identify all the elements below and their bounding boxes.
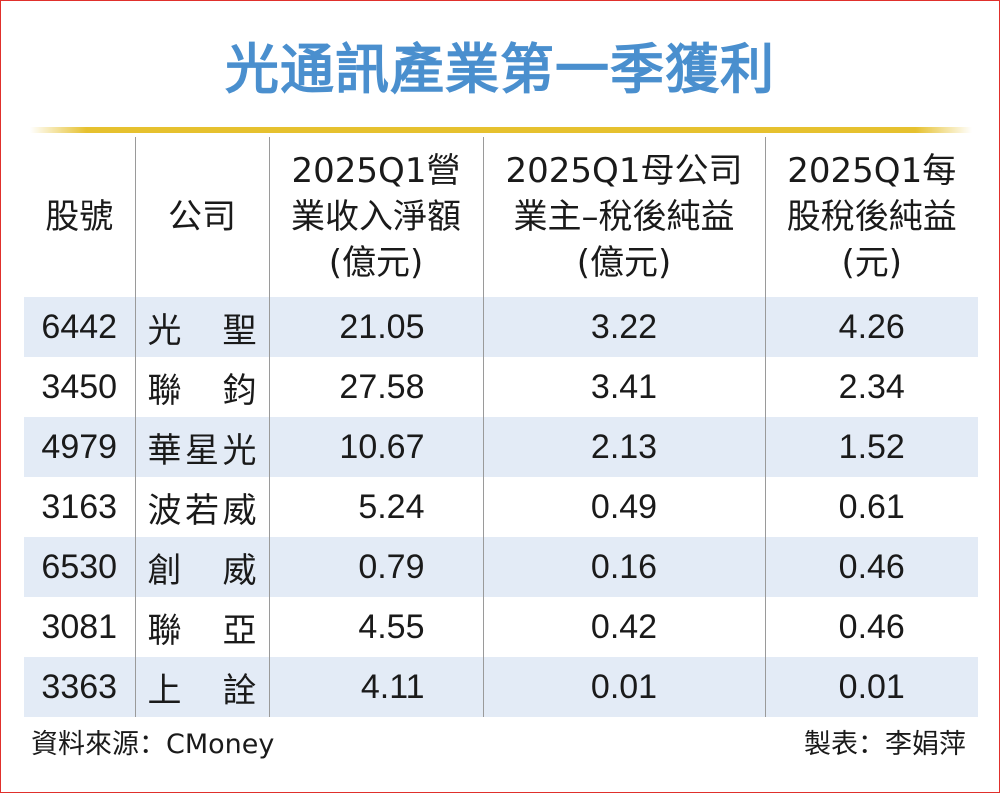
header-eps-line-3: (元) [841,243,903,283]
cell-eps: 0.46 [764,597,978,657]
cell-net-income: 3.41 [482,357,765,417]
header-eps: 2025Q1每 股稅後純益 (元) [764,137,978,297]
header-code: 股號 [45,197,114,237]
cell-code: 6530 [24,537,135,597]
table-row: 6442 光 聖 21.05 3.22 4.26 [24,297,978,357]
cell-code: 3450 [24,357,135,417]
cell-company: 聯 亞 [134,597,269,657]
cell-revenue: 0.79 [268,537,483,597]
header-eps-line-1: 2025Q1每 [787,151,957,191]
cell-revenue: 21.05 [268,297,483,357]
header-revenue: 2025Q1營 業收入淨額 (億元) [268,137,483,297]
cell-company: 波若威 [134,477,269,537]
cell-net-income: 0.42 [482,597,765,657]
cell-net-income: 0.49 [482,477,765,537]
header-revenue-line-1: 2025Q1營 [291,151,461,191]
source-note: 資料來源：CMoney [31,729,275,760]
cell-eps: 0.01 [764,657,978,717]
cell-revenue: 4.55 [268,597,483,657]
cell-code: 3363 [24,657,135,717]
cell-eps: 4.26 [764,297,978,357]
table-row: 6530 創 威 0.79 0.16 0.46 [24,537,978,597]
header-net-income: 2025Q1母公司 業主–稅後純益 (億元) [482,137,765,297]
cell-eps: 2.34 [764,357,978,417]
page-title: 光通訊產業第一季獲利 [225,38,775,101]
table-row: 4979 華星光 10.67 2.13 1.52 [24,417,978,477]
table-row: 3363 上 詮 4.11 0.01 0.01 [24,657,978,717]
cell-company: 創 威 [134,537,269,597]
table-row: 3081 聯 亞 4.55 0.42 0.46 [24,597,978,657]
cell-net-income: 3.22 [482,297,765,357]
header-net-income-line-1: 2025Q1母公司 [505,151,743,191]
header-net-income-line-2: 業主–稅後純益 [513,197,735,237]
earnings-table: 股號 公司 2025Q1營 業收入淨額 (億元) 2025Q1母公司 業主–稅後… [24,137,978,717]
cell-code: 3081 [24,597,135,657]
cell-company: 上 詮 [134,657,269,717]
cell-net-income: 0.16 [482,537,765,597]
header-company: 公司 [134,137,269,297]
cell-net-income: 0.01 [482,657,765,717]
cell-revenue: 4.11 [268,657,483,717]
cell-net-income: 2.13 [482,417,765,477]
cell-eps: 0.46 [764,537,978,597]
cell-revenue: 5.24 [268,477,483,537]
cell-company: 聯 鈞 [134,357,269,417]
cell-code: 4979 [24,417,135,477]
cell-code: 3163 [24,477,135,537]
cell-eps: 1.52 [764,417,978,477]
cell-revenue: 10.67 [268,417,483,477]
author-note: 製表：李娟萍 [804,729,966,760]
header-eps-line-2: 股稅後純益 [786,197,957,237]
table-row: 3163 波若威 5.24 0.49 0.61 [24,477,978,537]
title-underline [30,127,972,133]
cell-revenue: 27.58 [268,357,483,417]
header-revenue-line-3: (億元) [328,243,424,283]
table-row: 3450 聯 鈞 27.58 3.41 2.34 [24,357,978,417]
header-revenue-line-2: 業收入淨額 [291,197,461,237]
cell-company: 華星光 [134,417,269,477]
header-net-income-line-3: (億元) [576,243,672,283]
table-header-row: 股號 公司 2025Q1營 業收入淨額 (億元) 2025Q1母公司 業主–稅後… [24,137,978,297]
cell-eps: 0.61 [764,477,978,537]
cell-code: 6442 [24,297,135,357]
cell-company: 光 聖 [134,297,269,357]
